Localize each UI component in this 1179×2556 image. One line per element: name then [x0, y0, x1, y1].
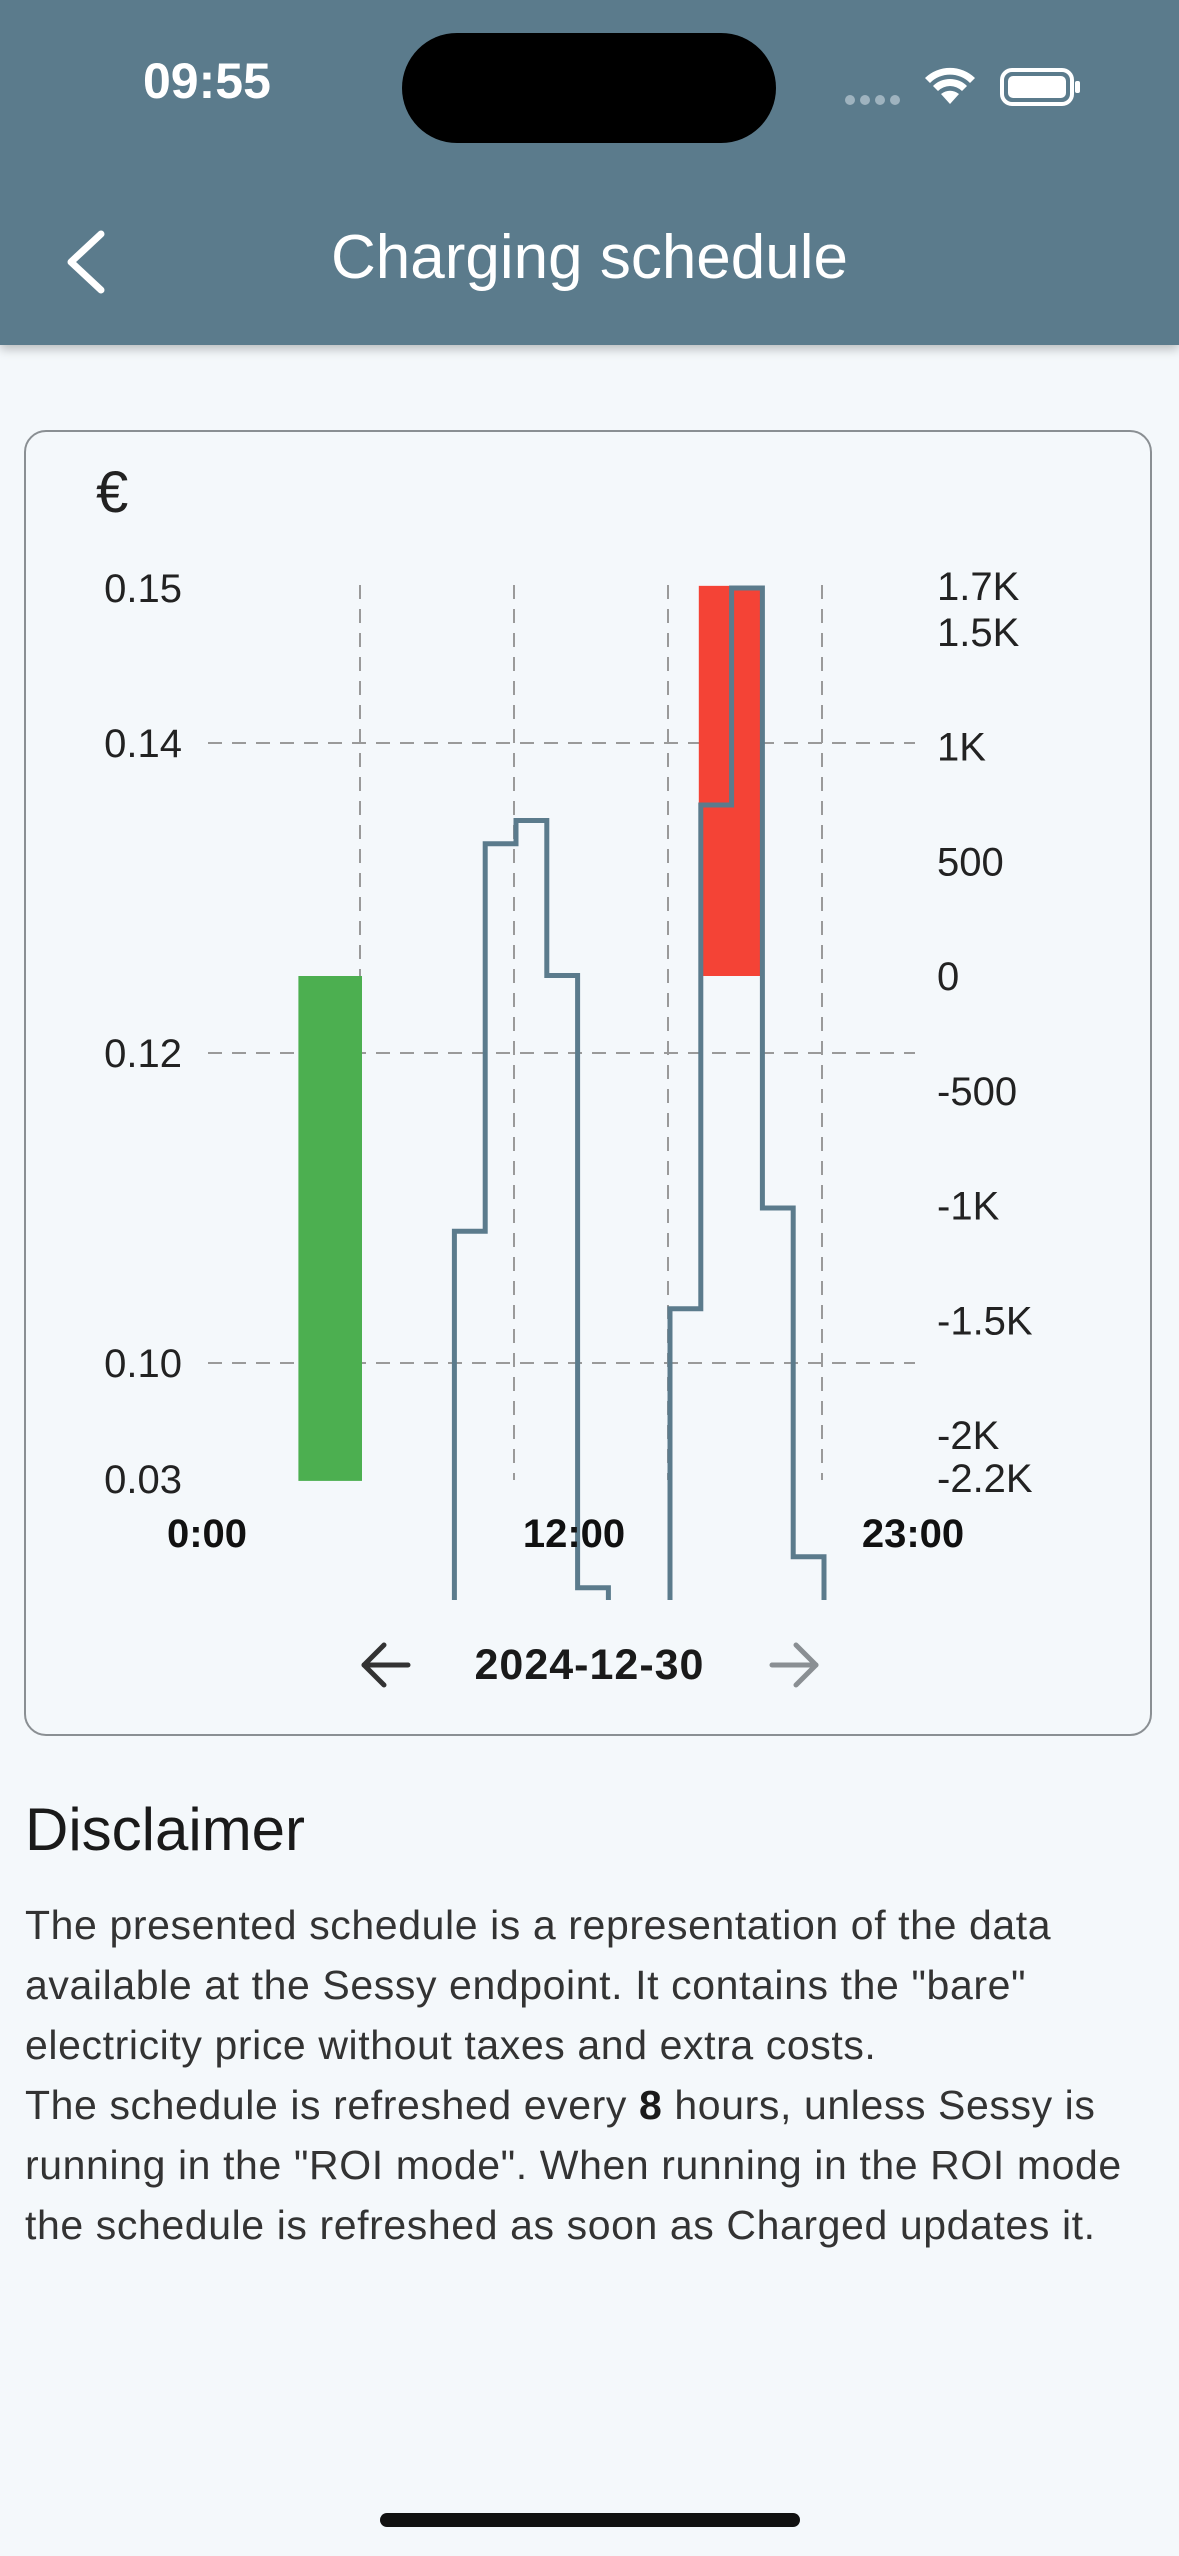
battery-icon [1000, 68, 1080, 106]
y-right-tick: 1K [937, 726, 986, 770]
y-right-tick: 1.7K [937, 565, 1020, 609]
y-right-tick: 500 [937, 840, 1004, 884]
arrow-right-icon[interactable] [764, 1635, 824, 1695]
schedule-bar-charge [298, 976, 362, 1481]
wifi-icon [925, 67, 975, 104]
x-tick: 0:00 [167, 1512, 247, 1556]
y-left-tick: 0.12 [104, 1032, 182, 1076]
price-line [451, 585, 827, 1600]
disclaimer-paragraph-1: The presented schedule is a representati… [25, 1902, 1052, 2068]
y-right-tick: -1.5K [937, 1299, 1033, 1343]
date-navigation: 2024-12-30 [0, 1630, 1179, 1700]
status-icons [845, 67, 1080, 106]
y-right-tick: -500 [937, 1070, 1017, 1114]
app-bar: 09:55 Charging schedule [0, 0, 1179, 345]
y-left-tick: 0.03 [104, 1458, 182, 1502]
page-title: Charging schedule [330, 223, 848, 292]
y-right-tick: -2K [937, 1414, 1000, 1458]
y-right-tick: -2.2K [937, 1457, 1033, 1501]
x-tick: 23:00 [862, 1512, 964, 1556]
arrow-left-icon[interactable] [356, 1635, 416, 1695]
dynamic-island [402, 33, 776, 143]
status-time: 09:55 [143, 53, 271, 109]
currency-label: € [96, 460, 128, 525]
price-chart: € 0.150.140.120.100.080.060.040.03 1.7K1… [96, 460, 1033, 1600]
y-right-tick: -1K [937, 1185, 1000, 1229]
home-indicator [380, 2513, 800, 2527]
x-tick: 12:00 [523, 1512, 625, 1556]
cellular-signal-icon [845, 95, 900, 105]
disclaimer-title: Disclaimer [25, 1796, 306, 1863]
y-right-tick: 0 [937, 955, 959, 999]
chevron-left-icon[interactable] [56, 222, 116, 302]
disclaimer-text: The presented schedule is a representati… [25, 1895, 1165, 2255]
chart-card [24, 430, 1152, 1736]
y-left-tick: 0.14 [104, 722, 182, 766]
schedule-date: 2024-12-30 [474, 1641, 705, 1689]
disclaimer-paragraph-2: The schedule is refreshed every 8 hours,… [25, 2082, 1122, 2248]
y-left-tick: 0.15 [104, 567, 182, 611]
y-right-tick: 1.5K [937, 611, 1020, 655]
y-left-tick: 0.10 [104, 1342, 182, 1386]
